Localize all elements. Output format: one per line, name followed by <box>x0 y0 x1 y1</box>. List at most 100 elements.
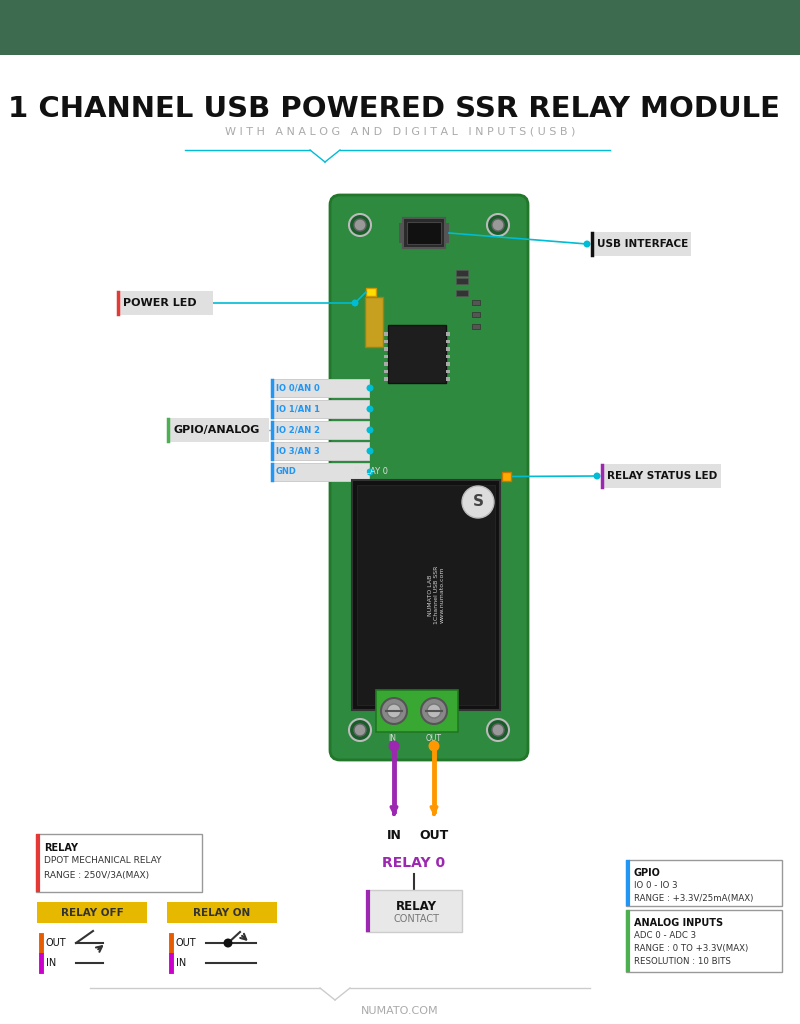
Text: RANGE : 0 TO +3.3V(MAX): RANGE : 0 TO +3.3V(MAX) <box>634 944 748 953</box>
Bar <box>456 270 468 276</box>
Text: RANGE : +3.3V/25mA(MAX): RANGE : +3.3V/25mA(MAX) <box>634 894 754 903</box>
Circle shape <box>381 698 407 724</box>
Text: IN: IN <box>176 958 186 968</box>
Bar <box>384 354 388 358</box>
Bar <box>366 288 376 296</box>
FancyBboxPatch shape <box>271 400 369 418</box>
Text: RELAY: RELAY <box>44 843 78 853</box>
Bar <box>403 218 445 248</box>
Circle shape <box>492 724 504 736</box>
Bar <box>357 485 495 705</box>
Bar <box>388 325 446 383</box>
Bar <box>456 290 468 296</box>
Text: CONTACT: CONTACT <box>393 914 439 924</box>
Text: RELAY 0: RELAY 0 <box>354 467 388 476</box>
Text: W I T H   A N A L O G   A N D   D I G I T A L   I N P U T S ( U S B ): W I T H A N A L O G A N D D I G I T A L … <box>225 127 575 137</box>
Circle shape <box>349 214 371 236</box>
Text: S: S <box>473 495 483 510</box>
Bar <box>407 222 441 244</box>
Circle shape <box>462 486 494 518</box>
Bar <box>446 370 450 373</box>
Text: 1 CHANNEL USB POWERED SSR RELAY MODULE: 1 CHANNEL USB POWERED SSR RELAY MODULE <box>8 95 780 123</box>
Text: RESOLUTION : 10 BITS: RESOLUTION : 10 BITS <box>634 957 731 966</box>
Circle shape <box>351 299 358 306</box>
Text: IN: IN <box>46 958 56 968</box>
FancyBboxPatch shape <box>271 442 369 460</box>
Circle shape <box>354 724 366 736</box>
Text: NUMATO.COM: NUMATO.COM <box>361 1006 439 1016</box>
Text: IO 3/AN 3: IO 3/AN 3 <box>276 446 320 456</box>
Bar <box>384 370 388 373</box>
Bar <box>446 332 450 336</box>
Bar <box>384 347 388 350</box>
Circle shape <box>366 447 374 455</box>
FancyBboxPatch shape <box>591 232 691 256</box>
Circle shape <box>366 384 374 391</box>
FancyBboxPatch shape <box>626 910 782 972</box>
Text: RELAY 0: RELAY 0 <box>382 856 446 870</box>
Text: GND: GND <box>276 468 297 476</box>
FancyBboxPatch shape <box>167 902 277 923</box>
Circle shape <box>427 705 441 718</box>
Text: RANGE : 250V/3A(MAX): RANGE : 250V/3A(MAX) <box>44 871 149 880</box>
Text: NUMATO LAB
1Channel USB SSR
www.numato.com: NUMATO LAB 1Channel USB SSR www.numato.c… <box>428 566 444 625</box>
Circle shape <box>354 219 366 231</box>
FancyBboxPatch shape <box>271 379 369 397</box>
Circle shape <box>366 406 374 413</box>
FancyBboxPatch shape <box>330 195 528 760</box>
Bar <box>376 690 458 732</box>
Circle shape <box>387 705 401 718</box>
Bar <box>352 480 500 710</box>
Text: RELAY: RELAY <box>395 899 437 912</box>
Text: RELAY ON: RELAY ON <box>194 907 250 918</box>
Bar <box>446 347 450 350</box>
Bar <box>384 340 388 343</box>
Text: IN: IN <box>388 734 396 743</box>
Text: USB INTERFACE: USB INTERFACE <box>597 239 688 249</box>
Text: OUT: OUT <box>46 938 66 948</box>
Text: ADC 0 - ADC 3: ADC 0 - ADC 3 <box>634 931 696 940</box>
Bar <box>399 223 403 243</box>
Bar <box>384 377 388 381</box>
Circle shape <box>583 241 590 248</box>
Bar <box>446 354 450 358</box>
Text: DPOT MECHANICAL RELAY: DPOT MECHANICAL RELAY <box>44 856 162 865</box>
Text: RELAY STATUS LED: RELAY STATUS LED <box>607 471 718 481</box>
Circle shape <box>389 740 399 752</box>
Text: GPIO: GPIO <box>634 868 661 878</box>
FancyBboxPatch shape <box>167 418 269 442</box>
Circle shape <box>492 219 504 231</box>
Text: RELAY OFF: RELAY OFF <box>61 907 123 918</box>
Circle shape <box>487 719 509 741</box>
Circle shape <box>223 939 233 947</box>
Circle shape <box>349 719 371 741</box>
Bar <box>384 362 388 366</box>
Bar <box>384 332 388 336</box>
Text: IN: IN <box>386 829 402 842</box>
FancyBboxPatch shape <box>271 463 369 481</box>
Text: POWER LED: POWER LED <box>123 298 197 308</box>
FancyBboxPatch shape <box>271 421 369 439</box>
FancyBboxPatch shape <box>366 890 462 932</box>
Text: GPIO/ANALOG: GPIO/ANALOG <box>173 425 259 435</box>
FancyBboxPatch shape <box>626 860 782 906</box>
Text: OUT: OUT <box>419 829 449 842</box>
FancyBboxPatch shape <box>601 464 721 488</box>
Bar <box>502 472 511 481</box>
Text: IO 0/AN 0: IO 0/AN 0 <box>276 384 320 392</box>
Bar <box>446 340 450 343</box>
Text: ANALOG INPUTS: ANALOG INPUTS <box>634 918 723 928</box>
Bar <box>472 324 480 329</box>
Circle shape <box>594 472 601 479</box>
Bar <box>446 377 450 381</box>
Bar <box>472 300 480 305</box>
Text: IO 0 - IO 3: IO 0 - IO 3 <box>634 881 678 890</box>
Circle shape <box>366 469 374 475</box>
Text: OUT: OUT <box>426 734 442 743</box>
Bar <box>445 223 449 243</box>
Text: IO 2/AN 2: IO 2/AN 2 <box>276 426 320 434</box>
FancyBboxPatch shape <box>37 902 147 923</box>
Bar <box>456 278 468 284</box>
Text: OUT: OUT <box>176 938 197 948</box>
Circle shape <box>421 698 447 724</box>
